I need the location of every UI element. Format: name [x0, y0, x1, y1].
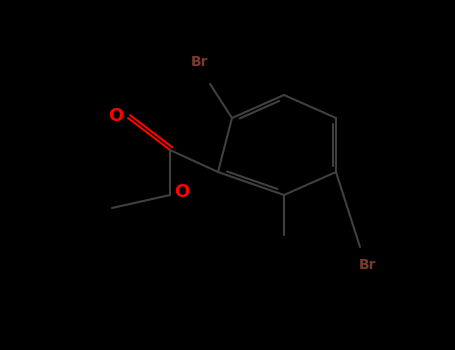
Text: Br: Br	[191, 55, 209, 69]
Text: O: O	[108, 107, 124, 125]
Text: O: O	[174, 183, 190, 201]
Text: Br: Br	[359, 258, 377, 272]
